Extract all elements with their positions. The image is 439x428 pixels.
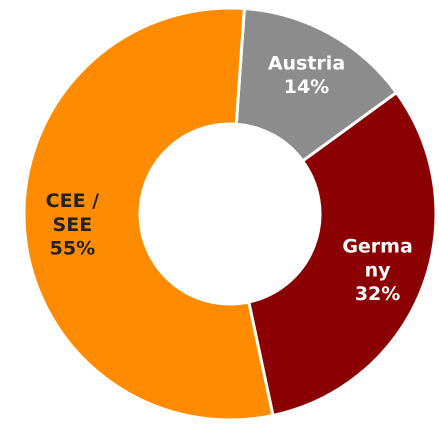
label-line: Germa <box>342 235 412 257</box>
value-label: 55% <box>50 238 95 260</box>
donut-slice <box>246 90 438 418</box>
slice-label: CEE / SEE <box>46 190 100 236</box>
label-line: SEE <box>53 214 93 236</box>
donut-slice <box>234 6 399 164</box>
slice-label: Germa ny <box>342 235 412 281</box>
donut-slice <box>22 6 275 422</box>
value-label: 32% <box>355 283 400 305</box>
slice-label: Austria <box>268 52 345 74</box>
label-line: ny <box>365 259 392 281</box>
value-label: 14% <box>284 76 329 98</box>
label-line: CEE / <box>46 190 100 212</box>
label-line: Austria <box>268 52 345 74</box>
